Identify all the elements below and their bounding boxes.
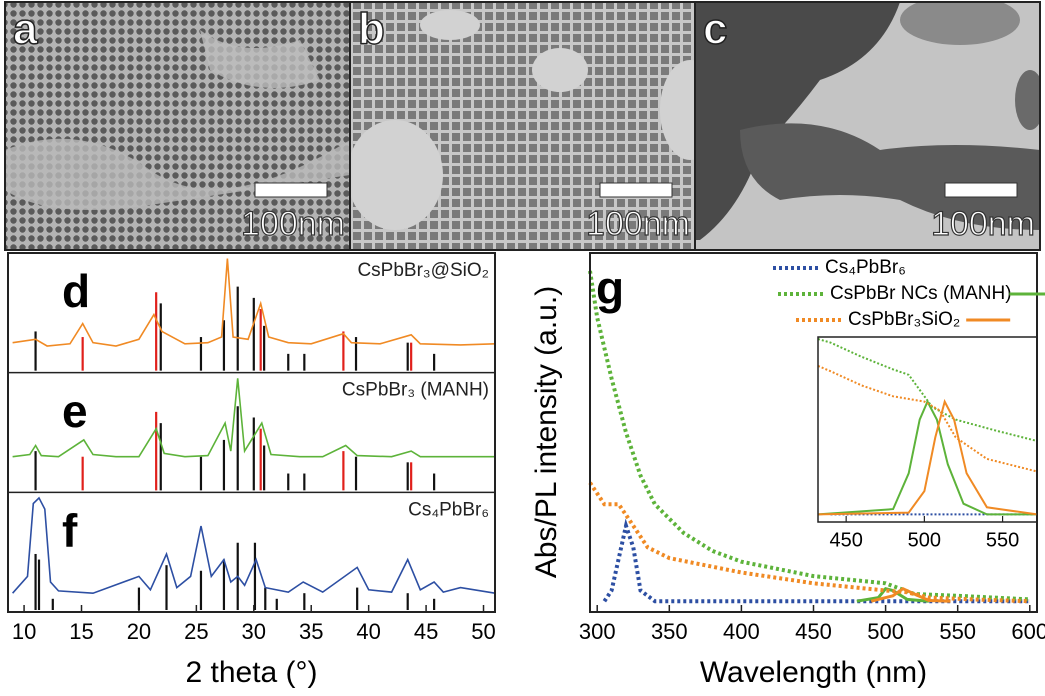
scale-bar-label: 100nm	[931, 205, 1035, 243]
x-tick-label: 500	[867, 619, 904, 644]
panel-label: e	[62, 385, 88, 437]
inset-x-tick-label: 450	[829, 529, 862, 551]
x-tick-label: 30	[242, 619, 266, 644]
xrd-curve	[12, 378, 495, 458]
legend-label: Cs₄PbBr₆	[825, 257, 906, 278]
panel-label: b	[358, 5, 385, 54]
absorption-curve	[588, 481, 1030, 604]
sample-name: CsPbBr₃ (MANH)	[342, 380, 489, 401]
panel-label: g	[596, 262, 624, 314]
scale-bar-label: 100nm	[241, 205, 345, 243]
x-tick-label: 300	[579, 619, 616, 644]
plot-frame	[7, 252, 496, 613]
x-tick-label: 450	[795, 619, 832, 644]
panel-label: f	[62, 504, 78, 556]
inset-pl-curve	[817, 398, 1038, 516]
image-frame	[4, 1, 1041, 251]
sample-name: Cs₄PbBr₆	[408, 499, 489, 520]
scale-bar	[254, 182, 328, 198]
x-tick-label: 45	[414, 619, 438, 644]
tem-image-c	[695, 2, 1040, 250]
xrd-curve	[12, 496, 496, 595]
y-axis-label: Abs/PL intensity (a.u.)	[530, 286, 563, 578]
x-tick-label: 400	[723, 619, 760, 644]
x-tick-label: 10	[12, 619, 36, 644]
x-tick-label: 15	[69, 619, 93, 644]
scale-bar	[599, 182, 673, 198]
inset-x-tick-label: 500	[908, 529, 941, 551]
panel-label: c	[703, 5, 727, 54]
x-tick-label: 50	[471, 619, 495, 644]
x-tick-label: 600	[1011, 619, 1045, 644]
tem-image-b	[350, 2, 695, 250]
absorption-curve	[602, 518, 1030, 604]
inset-absorption-curve	[817, 338, 1038, 442]
x-tick-label: 35	[299, 619, 323, 644]
x-tick-label: 350	[651, 619, 688, 644]
x-axis-label: 2 theta (°)	[185, 656, 317, 689]
inset-frame	[817, 336, 1038, 523]
scale-bar	[944, 182, 1018, 198]
x-tick-label: 40	[356, 619, 380, 644]
legend-label: CsPbBr NCs (MANH)	[830, 283, 1012, 304]
legend-label: CsPbBr₃SiO₂	[848, 309, 960, 330]
panel-label: d	[62, 265, 90, 317]
inset-absorption-curve	[817, 364, 1038, 473]
sample-name: CsPbBr₃@SiO₂	[357, 260, 489, 281]
tem-image-a	[5, 2, 350, 250]
x-tick-label: 25	[184, 619, 208, 644]
absorption-curve	[588, 270, 1030, 602]
xrd-curve	[12, 258, 496, 347]
pl-curve	[870, 586, 951, 603]
x-axis-label: Wavelength (nm)	[700, 656, 927, 689]
x-tick-label: 20	[127, 619, 151, 644]
scale-bar-label: 100nm	[586, 205, 690, 243]
plot-frame	[589, 252, 1038, 613]
inset-x-tick-label: 550	[986, 529, 1019, 551]
panel-label: a	[13, 5, 38, 54]
inset-pl-curve	[817, 399, 1037, 516]
x-tick-label: 550	[939, 619, 976, 644]
